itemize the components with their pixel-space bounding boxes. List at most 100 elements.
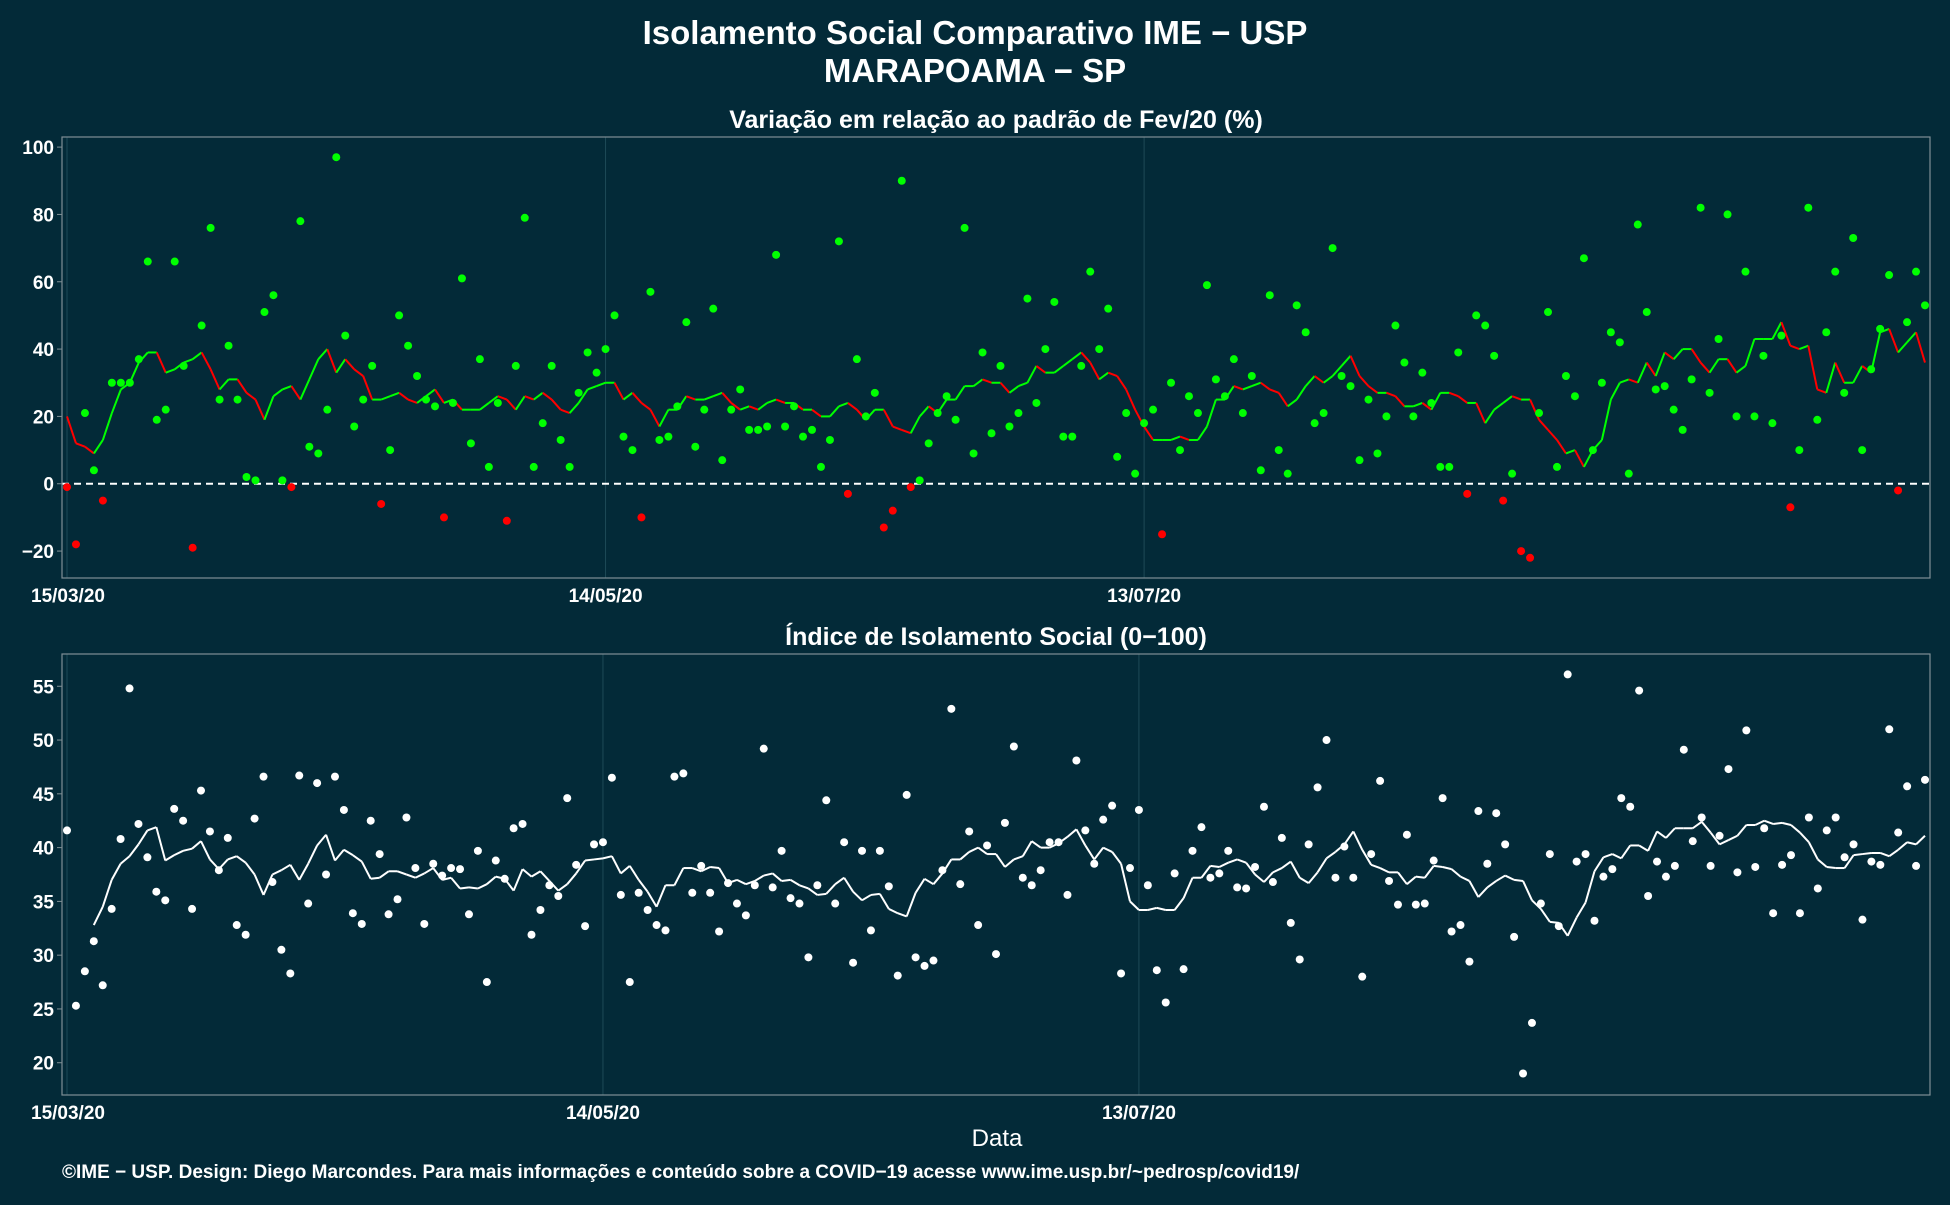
data-point (709, 304, 718, 313)
data-point (1032, 398, 1041, 407)
data-point (197, 321, 206, 330)
data-point (1579, 254, 1588, 263)
data-point (1626, 802, 1635, 811)
moving-average-segment (1504, 874, 1515, 881)
data-point (852, 355, 861, 364)
moving-average-segment (191, 840, 202, 850)
data-point (134, 819, 143, 828)
data-point (1090, 859, 1099, 868)
moving-average-segment (1179, 435, 1190, 441)
data-point (214, 866, 223, 875)
moving-average-segment (999, 382, 1011, 394)
moving-average-segment (703, 395, 714, 401)
moving-average-segment (658, 409, 670, 427)
data-point (1328, 244, 1337, 253)
data-point (554, 892, 563, 901)
moving-average-segment (1906, 841, 1917, 846)
data-point (718, 456, 727, 465)
data-point (1483, 859, 1492, 868)
moving-average-segment (1084, 844, 1096, 860)
moving-average-segment (1397, 871, 1408, 885)
moving-average-segment (870, 892, 880, 896)
moving-average-segment (1538, 419, 1549, 431)
moving-average-segment (477, 883, 488, 890)
moving-average-segment (790, 879, 800, 887)
moving-average-segment (1575, 901, 1587, 919)
moving-average-segment (757, 402, 768, 411)
data-point (1760, 824, 1769, 833)
data-point (98, 981, 107, 990)
moving-average-segment (1906, 331, 1917, 344)
moving-average-segment (568, 402, 580, 414)
data-point (816, 462, 825, 471)
data-point (1795, 909, 1804, 918)
moving-average-segment (829, 405, 840, 418)
data-point (628, 446, 637, 455)
data-point (1242, 884, 1251, 893)
data-point (1438, 794, 1447, 803)
moving-average-segment (468, 886, 479, 890)
data-point (634, 888, 643, 897)
moving-average-segment (1448, 391, 1459, 398)
data-point (1608, 865, 1617, 874)
moving-average-segment (542, 392, 553, 401)
data-point (1885, 725, 1894, 734)
y-tick-label: −20 (22, 542, 54, 563)
data-point (493, 398, 502, 407)
data-point (1125, 864, 1134, 873)
moving-average-segment (317, 348, 329, 360)
moving-average-segment (1915, 331, 1926, 363)
moving-average-segment (888, 908, 899, 915)
data-point (1122, 409, 1131, 418)
moving-average-segment (343, 848, 354, 856)
data-point (1759, 351, 1768, 360)
data-point (466, 439, 475, 448)
data-point (393, 895, 402, 904)
moving-average-segment (530, 870, 541, 878)
data-point (727, 405, 736, 414)
moving-average-segment (272, 869, 282, 876)
data-point (581, 922, 590, 931)
data-point (431, 402, 440, 411)
data-point (63, 826, 71, 835)
data-point (1292, 301, 1301, 310)
y-tick-label: 35 (33, 892, 55, 913)
data-point (732, 899, 741, 908)
data-point (1653, 857, 1662, 866)
data-point (965, 827, 974, 836)
data-point (341, 331, 350, 340)
moving-average-segment (924, 877, 934, 886)
data-point (491, 856, 500, 865)
moving-average-segment (1406, 875, 1417, 885)
data-point (71, 540, 80, 549)
data-point (322, 870, 331, 879)
moving-average-segment (110, 863, 122, 881)
moving-average-segment (218, 378, 230, 391)
data-point (1642, 308, 1651, 317)
y-tick-label: 50 (33, 731, 54, 752)
moving-average-segment (1120, 863, 1131, 902)
moving-average-segment (1807, 345, 1819, 390)
data-point (1206, 873, 1215, 882)
moving-average-segment (575, 859, 586, 874)
data-point (473, 846, 482, 855)
data-point (1420, 899, 1429, 908)
data-point (1822, 328, 1831, 337)
moving-average-segment (1816, 388, 1827, 394)
data-point (377, 499, 386, 508)
moving-average-segment (334, 849, 345, 862)
data-point (1660, 382, 1669, 391)
moving-average-segment (763, 872, 773, 877)
data-point (547, 361, 556, 370)
data-point (574, 388, 583, 397)
moving-average-segment (1603, 853, 1613, 859)
moving-average-segment (1075, 828, 1087, 846)
y-tick-label: 30 (33, 946, 54, 967)
moving-average-segment (1251, 381, 1262, 388)
moving-average-segment (1888, 848, 1899, 858)
data-point (1606, 328, 1615, 337)
moving-average-segment (691, 867, 702, 873)
moving-average-segment (262, 874, 274, 896)
moving-average-segment (1147, 906, 1158, 911)
data-point (269, 291, 278, 300)
